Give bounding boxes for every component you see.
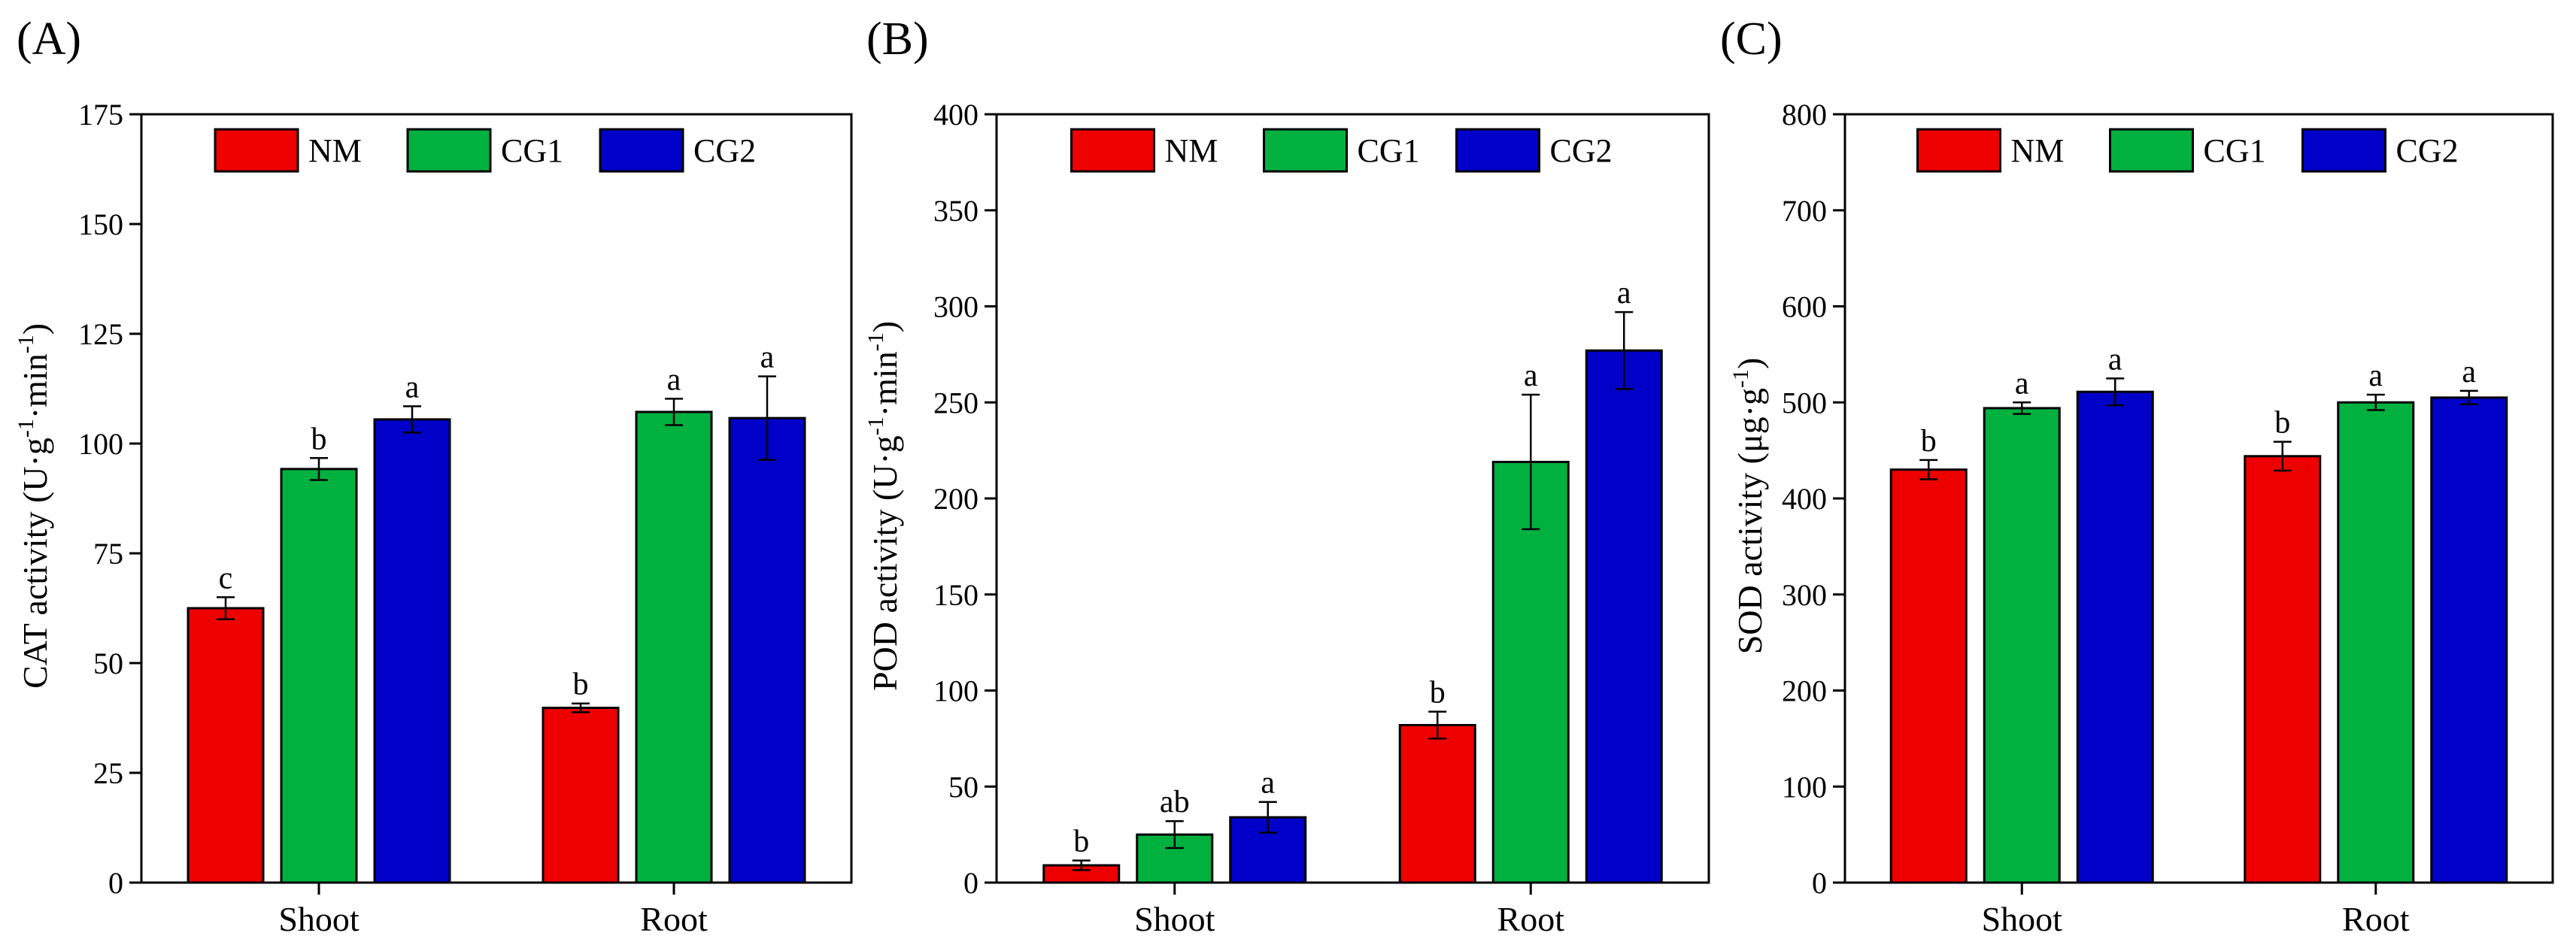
legend-label: NM: [2011, 132, 2065, 169]
bar-cg2-root: [2430, 396, 2508, 884]
panel-label: (A): [17, 14, 81, 65]
y-axis-title: CAT activity (U·g-1·min-1): [14, 323, 54, 689]
y-tick-label: 250: [933, 386, 979, 419]
legend-label: NM: [308, 132, 362, 169]
y-tick-label: 300: [933, 290, 979, 324]
bar-nm-root: [1398, 723, 1476, 884]
y-tick-label: 400: [933, 98, 979, 132]
y-tick-label: 175: [78, 98, 123, 132]
chart-panel-2: (B) 0 50 100 150 200 250 300 350 400 POD activity …: [863, 14, 1710, 938]
legend: NM CG1 CG2: [1916, 128, 2459, 173]
y-tick-label: 150: [78, 207, 123, 241]
x-tick-label: Shoot: [1982, 900, 2063, 938]
y-tick-label: 150: [933, 578, 979, 612]
bar-cg2-root: [1585, 349, 1663, 884]
x-tick-label: Root: [1497, 900, 1565, 938]
bar-cg2-shoot: [373, 418, 451, 884]
y-axis-title: SOD activity (μg·g-1): [1728, 358, 1769, 655]
y-tick-label: 50: [93, 647, 123, 680]
bar-nm-root: [542, 707, 620, 884]
bar-cg1-root: [2337, 401, 2415, 884]
y-tick-label: 25: [93, 756, 123, 790]
y-tick-label: 100: [933, 674, 979, 708]
legend-label: CG2: [2396, 132, 2459, 169]
y-tick-label: 50: [948, 770, 979, 804]
significance-label: ab: [1160, 785, 1190, 819]
plot-frame: [995, 113, 1710, 884]
legend-label: CG1: [1358, 132, 1420, 169]
legend: NM CG1 CG2: [214, 128, 756, 173]
x-tick-label: Shoot: [1134, 900, 1215, 938]
significance-label: b: [311, 422, 327, 456]
legend: NM CG1 CG2: [1070, 128, 1613, 173]
bar-cg1-shoot: [280, 468, 358, 884]
y-tick-label: 125: [78, 317, 123, 351]
x-tick-label: Shoot: [278, 900, 360, 938]
bar-nm-shoot: [1889, 468, 1968, 884]
y-tick-label: 300: [1782, 578, 1827, 612]
y-tick-label: 200: [933, 482, 979, 516]
significance-label: b: [573, 668, 589, 702]
legend-swatch-cg2: [2301, 128, 2386, 173]
legend-swatch-cg1: [2109, 128, 2194, 173]
legend-swatch-cg2: [599, 128, 684, 173]
significance-label: a: [667, 362, 681, 397]
y-tick-label: 0: [1812, 866, 1827, 900]
y-axis-title: POD activity (U·g-1·min-1): [863, 321, 904, 691]
legend-label: CG1: [2204, 132, 2266, 169]
legend-label: CG2: [693, 132, 756, 169]
y-tick-label: 400: [1782, 482, 1827, 516]
plot-frame: [1843, 113, 2554, 884]
bar-cg1-shoot: [1983, 407, 2061, 884]
bar-cg1-root: [1491, 460, 1570, 884]
legend-swatch-cg1: [406, 128, 492, 173]
legend-label: NM: [1165, 132, 1218, 169]
legend-swatch-nm: [214, 128, 299, 173]
legend-swatch-cg2: [1455, 128, 1540, 173]
significance-label: a: [2368, 359, 2383, 393]
y-tick-label: 200: [1782, 674, 1827, 708]
y-tick-label: 350: [933, 194, 979, 228]
significance-label: a: [2108, 342, 2122, 377]
y-tick-label: 800: [1782, 98, 1827, 132]
significance-label: b: [1430, 676, 1446, 710]
bar-cg2-shoot: [2076, 390, 2154, 884]
legend-swatch-nm: [1070, 128, 1155, 173]
legend-swatch-nm: [1916, 128, 2001, 173]
y-tick-label: 600: [1782, 290, 1827, 324]
bar-nm-root: [2244, 455, 2322, 884]
significance-label: b: [1921, 424, 1937, 459]
chart-panel-1: (A) 0 25 50 75 100 125 150 175 CAT activity (U·g-…: [14, 14, 853, 938]
y-tick-label: 75: [93, 537, 123, 571]
y-tick-label: 0: [108, 866, 123, 900]
significance-label: a: [1261, 766, 1275, 801]
y-tick-label: 700: [1782, 194, 1827, 228]
bar-cg2-root: [728, 416, 806, 884]
significance-label: a: [2015, 366, 2029, 401]
chart-panel-3: (C) 0 100 200 300 400 500 600 700 800 SOD activity…: [1720, 14, 2554, 938]
plot-frame: [140, 113, 853, 884]
legend-label: CG1: [501, 132, 563, 169]
significance-label: c: [219, 561, 233, 595]
legend-swatch-cg1: [1263, 128, 1348, 173]
y-tick-label: 100: [78, 427, 123, 461]
legend-label: CG2: [1550, 132, 1613, 169]
significance-label: b: [2274, 406, 2290, 441]
panel-label: (B): [866, 14, 929, 65]
y-tick-label: 0: [963, 866, 979, 900]
y-tick-label: 500: [1782, 386, 1827, 419]
significance-label: a: [1524, 359, 1538, 393]
significance-label: a: [760, 341, 775, 375]
significance-label: a: [1617, 276, 1631, 310]
y-tick-label: 100: [1782, 770, 1827, 804]
bar-nm-shoot: [187, 607, 265, 884]
significance-label: a: [2462, 355, 2476, 389]
significance-label: b: [1073, 825, 1089, 859]
x-tick-label: Root: [2342, 900, 2410, 938]
significance-label: a: [405, 370, 420, 404]
x-tick-label: Root: [640, 900, 708, 938]
panel-label: (C): [1720, 14, 1783, 65]
bar-cg1-root: [635, 410, 713, 884]
